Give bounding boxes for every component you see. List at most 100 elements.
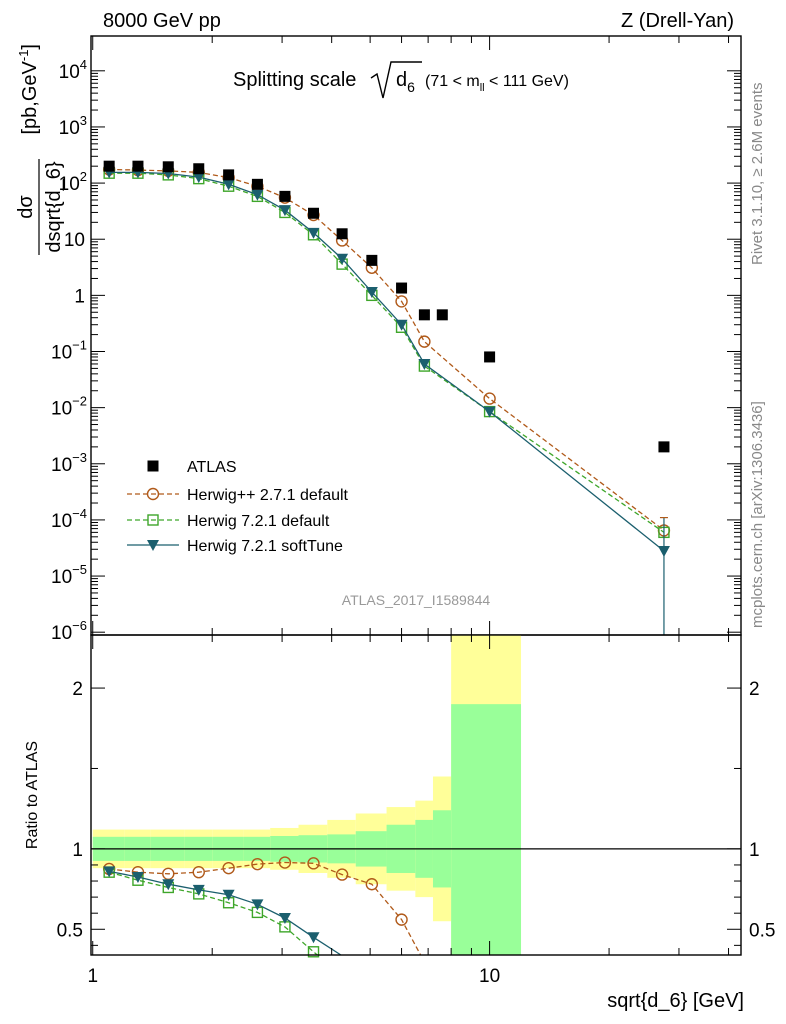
main-point-2-6 <box>278 205 291 217</box>
main-point-2-5 <box>251 189 264 201</box>
y-tick-exponent: −5 <box>72 562 87 577</box>
main-point-0-12 <box>483 392 496 405</box>
y-tick-label: 10−3 <box>51 450 87 476</box>
main-point-0-11 <box>418 335 431 348</box>
ratio-point-0-9 <box>365 878 379 891</box>
atlas-point-13 <box>484 351 496 363</box>
ratio-point-0-4 <box>222 861 235 875</box>
legend-marker-2 <box>147 514 159 526</box>
ylabel-units-b: ] <box>19 44 41 50</box>
y-tick-label: 10−5 <box>51 562 87 588</box>
ylabel-den: dsqrt{d_6} <box>43 161 65 253</box>
main-point-2-12 <box>483 406 496 418</box>
y-tick-exponent: −6 <box>72 618 87 633</box>
atlas-point-1 <box>132 160 144 172</box>
ratio-point-0-6 <box>278 856 292 869</box>
atlas-point-12 <box>436 309 448 321</box>
analysis-label: ATLAS_2017_I1589844 <box>342 592 491 608</box>
atlas-point-5 <box>251 178 263 190</box>
header-right: Z (Drell-Yan) <box>621 10 734 32</box>
x-tick-label: 1 <box>87 966 98 987</box>
ylabel-num: dσ <box>15 195 37 219</box>
main-point-2-10 <box>395 319 408 331</box>
y-tick-base: 10 <box>59 62 80 83</box>
ratio-data-layer <box>91 635 741 958</box>
legend-label-0: ATLAS <box>187 459 237 476</box>
atlas-point-7 <box>308 207 320 219</box>
y-tick-base: 10 <box>59 174 80 195</box>
ratio-y-tick-label-right: 1 <box>749 840 760 861</box>
y-tick-exponent: 3 <box>80 113 87 128</box>
main-point-2-11 <box>418 358 431 370</box>
main-ylabel: dσ dsqrt{d_6} <box>15 159 65 255</box>
plot-title: Splitting scale <box>233 69 356 91</box>
ratio-line-2 <box>109 870 342 956</box>
ratio-y-tick-label: 0.5 <box>57 920 83 941</box>
atlas-point-2 <box>162 161 174 173</box>
ratio-y-tick-label: 2 <box>72 679 83 700</box>
ratio-point-2-5 <box>251 899 264 911</box>
y-tick-base: 10 <box>51 399 72 420</box>
ratio-point-2-1 <box>131 872 144 884</box>
ratio-point-0-8 <box>335 868 349 881</box>
legend-label-3: Herwig 7.2.1 softTune <box>187 538 343 555</box>
y-tick-exponent: −2 <box>72 394 87 409</box>
main-point-0-10 <box>395 295 408 308</box>
title-main: Splitting scale <box>233 69 356 91</box>
ratio-point-2-4 <box>222 889 235 901</box>
ylabel-units: [pb,GeV-1] <box>16 44 41 135</box>
sqrt-sign <box>370 61 422 99</box>
y-tick-base: 1 <box>74 286 85 307</box>
ratio-y-tick-label-right: 2 <box>749 679 760 700</box>
atlas-point-3 <box>193 163 205 175</box>
ratio-axis-ticks: 1 10 0.5 0.5 1 1 2 2 <box>57 635 775 987</box>
ratio-line-1 <box>109 871 318 956</box>
ratio-y-tick-label-right: 0.5 <box>749 920 775 941</box>
y-tick-label: 104 <box>59 57 87 83</box>
y-tick-label: 10 <box>64 230 85 251</box>
ratio-point-2-2 <box>162 879 175 891</box>
title-cut: (71 < mll < 111 GeV) <box>425 73 569 94</box>
ratio-line-0 <box>109 861 422 956</box>
y-tick-exponent: 2 <box>80 169 87 184</box>
rivet-label: Rivet 3.1.10, ≥ 2.6M events <box>749 83 766 266</box>
ratio-point-0-7 <box>307 857 320 870</box>
y-tick-exponent: −3 <box>72 450 87 465</box>
atlas-point-11 <box>418 309 430 321</box>
ratio-band-green <box>451 704 522 955</box>
atlas-point-0 <box>103 160 115 172</box>
ratio-point-2-7 <box>307 932 320 944</box>
y-tick-exponent: −1 <box>72 337 87 352</box>
legend: ATLAS Herwig++ 2.7.1 default Herwig 7.2.1 … <box>127 459 349 555</box>
main-point-2-3 <box>192 172 205 184</box>
y-tick-label: 10−6 <box>51 618 87 644</box>
y-tick-base: 10 <box>64 230 85 251</box>
y-tick-label: 1 <box>74 286 85 307</box>
ratio-point-2-0 <box>103 866 116 878</box>
title-cut-sub: ll <box>480 82 485 94</box>
legend-marker-3 <box>147 540 159 551</box>
y-tick-base: 10 <box>51 455 72 476</box>
legend-label-2: Herwig 7.2.1 default <box>187 513 330 530</box>
main-line-0 <box>109 168 665 531</box>
y-tick-label: 10−1 <box>51 337 87 363</box>
ylabel-units-sup: -1 <box>16 50 31 62</box>
main-point-2-9 <box>365 286 378 298</box>
ratio-point-0-10 <box>395 913 408 926</box>
atlas-point-4 <box>223 169 235 181</box>
title-cut-b: < 111 GeV) <box>485 73 569 90</box>
y-tick-base: 10 <box>51 567 72 588</box>
y-tick-base: 10 <box>51 342 72 363</box>
main-point-2-7 <box>307 227 320 239</box>
title-sym: d <box>396 69 407 91</box>
legend-marker-1 <box>146 487 160 501</box>
y-tick-label: 102 <box>59 169 87 195</box>
atlas-point-14 <box>658 441 670 453</box>
x-tick-label: 10 <box>479 966 500 987</box>
ratio-point-2-6 <box>278 913 291 925</box>
atlas-point-9 <box>366 254 378 266</box>
ratio-panel: 1 10 0.5 0.5 1 1 2 2 <box>57 634 775 987</box>
